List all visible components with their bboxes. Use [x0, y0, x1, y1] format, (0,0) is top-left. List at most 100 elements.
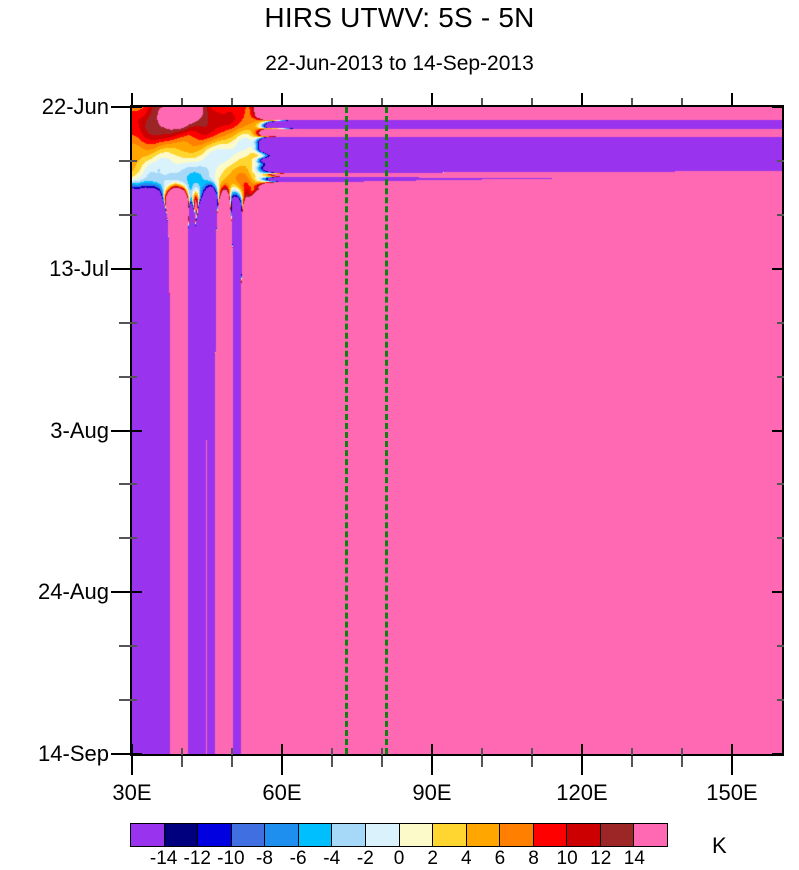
x-axis-major-tick-top	[131, 93, 133, 105]
colorbar-swatch	[433, 824, 467, 846]
colorbar-tick-label: -14	[149, 848, 178, 869]
x-axis-minor-tick-inner	[381, 748, 383, 755]
x-axis-minor-tick-top	[231, 98, 233, 105]
colorbar-tick-label: -6	[289, 848, 307, 869]
colorbar-tick-label: 2	[427, 848, 438, 869]
y-axis-label: 14-Sep	[38, 741, 109, 766]
hovmoller-plot-area	[130, 105, 784, 756]
y-axis-minor-tick-right	[777, 376, 784, 378]
y-axis-major-tick-right	[772, 591, 784, 593]
y-axis-major-tick-right	[772, 753, 784, 755]
x-axis-major-tick-inner	[281, 744, 283, 755]
y-axis-minor-tick-right	[777, 322, 784, 324]
vertical-reference-line	[345, 107, 348, 754]
x-axis-label: 90E	[412, 780, 452, 805]
y-axis-minor-tick-right	[777, 214, 784, 216]
colorbar-swatch	[500, 824, 534, 846]
x-axis-minor-tick	[631, 756, 633, 767]
x-axis-major-tick-top	[281, 93, 283, 105]
x-axis-minor-tick-top	[181, 98, 183, 105]
y-axis-minor-tick	[119, 376, 130, 378]
colorbar-tick-label: 12	[590, 848, 612, 869]
colorbar-swatch	[533, 824, 568, 846]
y-axis-minor-tick-inner	[130, 699, 137, 701]
y-axis-major-tick-inner	[130, 430, 142, 432]
x-axis-minor-tick-top	[681, 98, 683, 105]
x-axis-minor-tick-inner	[681, 748, 683, 755]
colorbar-tick-label: 6	[494, 848, 506, 869]
colorbar-tick-label: 10	[556, 848, 578, 869]
x-axis-label: 60E	[262, 780, 302, 805]
y-axis-major-tick-right	[772, 106, 784, 108]
x-axis-minor-tick-inner	[231, 748, 233, 755]
y-axis-major-tick-right	[772, 430, 784, 432]
x-axis-minor-tick	[181, 756, 183, 767]
y-axis-label: 3-Aug	[50, 418, 109, 443]
colorbar-swatch	[265, 824, 299, 846]
y-axis-label: 13-Jul	[49, 256, 109, 281]
y-axis-minor-tick-inner	[130, 160, 137, 162]
y-axis-minor-tick	[119, 699, 130, 701]
y-axis-minor-tick	[119, 645, 130, 647]
y-axis-minor-tick	[119, 483, 130, 485]
x-axis-major-tick	[431, 756, 433, 775]
colorbar-tick-label: 4	[460, 848, 472, 869]
x-axis-minor-tick	[231, 756, 233, 767]
x-axis-minor-tick-top	[531, 98, 533, 105]
chart-subtitle: 22-Jun-2013 to 14-Sep-2013	[265, 52, 534, 75]
x-axis-major-tick	[281, 756, 283, 775]
x-axis-major-tick	[581, 756, 583, 775]
colorbar-tick-label: 0	[393, 848, 405, 869]
x-axis-major-tick	[731, 756, 733, 775]
y-axis-minor-tick-inner	[130, 537, 137, 539]
y-axis-minor-tick-inner	[130, 376, 137, 378]
y-axis-minor-tick	[119, 537, 130, 539]
colorbar-tick-label: -2	[356, 848, 374, 869]
y-axis-major-tick-inner	[130, 591, 142, 593]
x-axis-minor-tick	[531, 756, 533, 767]
x-axis-major-tick-top	[581, 93, 583, 105]
y-axis-major-tick-inner	[130, 106, 142, 108]
colorbar-tick-label: -12	[183, 848, 211, 869]
colorbar-swatch	[365, 824, 400, 846]
y-axis-minor-tick-inner	[130, 645, 137, 647]
y-axis-major-tick-right	[772, 268, 784, 270]
x-axis-minor-tick-inner	[481, 748, 483, 755]
y-axis-minor-tick	[119, 322, 130, 324]
y-axis-minor-tick-right	[777, 699, 784, 701]
y-axis-major-tick	[111, 753, 130, 755]
x-axis-major-tick-inner	[581, 744, 583, 755]
y-axis-major-tick	[111, 430, 130, 432]
y-axis-major-tick	[111, 268, 130, 270]
y-axis-major-tick	[111, 591, 130, 593]
x-axis-minor-tick-top	[631, 98, 633, 105]
y-axis-minor-tick-right	[777, 483, 784, 485]
y-axis-label: 22-Jun	[41, 94, 109, 119]
colorbar	[130, 823, 668, 847]
x-axis-label: 150E	[706, 780, 758, 805]
colorbar-swatch	[332, 824, 366, 846]
colorbar-tick-label: 14	[623, 848, 645, 869]
x-axis-minor-tick	[681, 756, 683, 767]
y-axis-minor-tick	[119, 160, 130, 162]
colorbar-swatch	[567, 824, 601, 846]
y-axis-minor-tick-inner	[130, 214, 137, 216]
x-axis-minor-tick-inner	[181, 748, 183, 755]
x-axis-major-tick-top	[731, 93, 733, 105]
x-axis-major-tick-inner	[131, 744, 133, 755]
vertical-reference-line	[385, 107, 388, 754]
x-axis-minor-tick-inner	[631, 748, 633, 755]
colorbar-swatch	[466, 824, 501, 846]
x-axis-label: 30E	[112, 780, 152, 805]
colorbar-swatch	[399, 824, 434, 846]
colorbar-swatch	[634, 824, 667, 846]
x-axis-label: 120E	[556, 780, 608, 805]
colorbar-swatch	[600, 824, 635, 846]
colorbar-tick-label: 8	[528, 848, 539, 869]
colorbar-swatch	[298, 824, 333, 846]
y-axis-major-tick-inner	[130, 753, 142, 755]
y-axis-major-tick	[111, 106, 130, 108]
colorbar-tick-label: -4	[323, 848, 341, 869]
y-axis-minor-tick-right	[777, 537, 784, 539]
x-axis-minor-tick	[381, 756, 383, 767]
